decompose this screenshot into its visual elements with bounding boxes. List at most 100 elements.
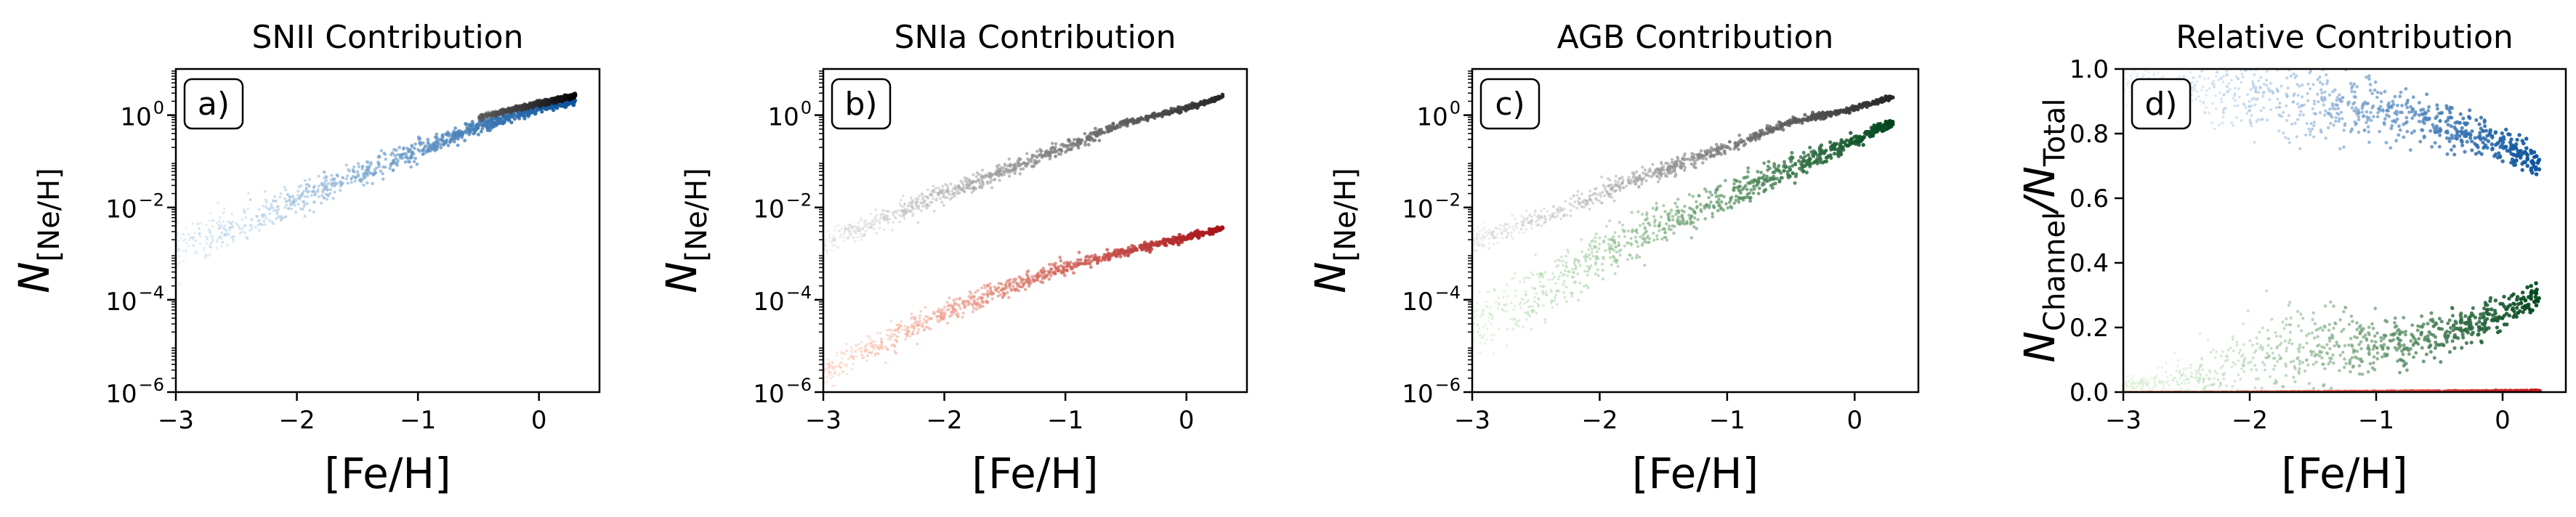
data-point [915, 202, 918, 205]
data-point [1474, 242, 1477, 245]
data-point [936, 318, 939, 322]
data-point [900, 324, 903, 327]
data-point [228, 226, 232, 229]
data-point [916, 221, 920, 224]
data-point [829, 370, 832, 373]
data-point [490, 113, 493, 117]
data-point [904, 338, 907, 341]
data-point [899, 324, 902, 327]
data-point [1083, 258, 1088, 263]
data-point [1533, 296, 1537, 299]
data-point [1670, 158, 1674, 161]
data-point [887, 217, 889, 221]
data-point [1169, 240, 1174, 244]
data-point [976, 302, 980, 306]
data-point [1603, 194, 1607, 198]
data-point [1682, 158, 1686, 161]
data-point [1198, 101, 1203, 105]
data-point [1093, 138, 1097, 142]
data-point [847, 237, 849, 240]
data-point [1655, 174, 1659, 178]
data-point [1026, 157, 1030, 161]
data-point [833, 244, 836, 247]
data-point [1719, 207, 1723, 211]
data-point [1076, 146, 1081, 150]
data-point [272, 222, 275, 226]
data-point [983, 286, 988, 290]
data-point [1488, 229, 1491, 232]
data-point [1849, 107, 1853, 111]
data-point [255, 214, 259, 218]
data-point [1608, 179, 1612, 182]
data-point [1500, 232, 1503, 235]
data-point [886, 329, 889, 332]
data-point [176, 231, 179, 234]
data-point [1090, 254, 1094, 258]
data-point [511, 106, 514, 110]
data-point [1500, 224, 1503, 227]
data-point [427, 145, 431, 150]
data-point [482, 117, 485, 120]
data-point [932, 209, 936, 213]
data-point [495, 115, 498, 118]
data-point [411, 150, 414, 154]
data-point [1679, 164, 1682, 168]
data-point [1716, 208, 1720, 213]
data-point [480, 115, 483, 118]
data-point [917, 320, 920, 324]
data-point [968, 179, 972, 182]
data-point [1037, 153, 1041, 157]
data-point [181, 233, 184, 236]
data-point [1660, 160, 1663, 164]
data-point [300, 192, 304, 196]
data-point [970, 190, 974, 194]
x-tick-label: −2 [926, 406, 963, 435]
y-tick-exponent: −4 [786, 282, 812, 303]
data-point [915, 321, 918, 325]
data-point [961, 184, 965, 187]
data-point [1026, 162, 1030, 166]
data-point [842, 240, 845, 243]
data-point [916, 205, 919, 208]
data-point [480, 113, 483, 117]
data-point [226, 232, 230, 235]
data-point [178, 248, 181, 251]
data-point [843, 232, 846, 235]
data-point [288, 203, 292, 207]
data-point [209, 253, 211, 256]
data-point [1022, 161, 1025, 165]
data-point [873, 218, 876, 221]
data-point [262, 205, 265, 208]
data-point [243, 211, 246, 214]
data-point [557, 97, 562, 101]
data-point [1179, 110, 1183, 114]
data-point [1190, 105, 1195, 110]
data-point [217, 201, 219, 204]
data-point [1473, 310, 1476, 313]
data-point [831, 238, 835, 241]
data-point [1556, 214, 1559, 218]
data-point [496, 113, 499, 116]
data-point [1156, 240, 1161, 245]
data-point [1003, 293, 1007, 296]
data-point [1575, 206, 1579, 210]
data-point [830, 363, 833, 366]
data-point [496, 110, 499, 113]
data-point [404, 152, 408, 156]
data-point [492, 121, 497, 125]
data-point [884, 213, 887, 217]
data-point [1601, 190, 1604, 194]
data-point [865, 219, 868, 222]
y-tick-exponent: 0 [153, 98, 164, 118]
data-point [839, 365, 842, 369]
data-point [1484, 231, 1487, 234]
data-point [1477, 243, 1479, 246]
data-point [483, 115, 486, 118]
data-point [865, 354, 869, 357]
data-point [1536, 219, 1539, 222]
data-point [209, 212, 212, 215]
data-point [910, 317, 913, 320]
data-point [890, 344, 894, 347]
data-point [1064, 150, 1067, 154]
data-point [826, 230, 829, 233]
